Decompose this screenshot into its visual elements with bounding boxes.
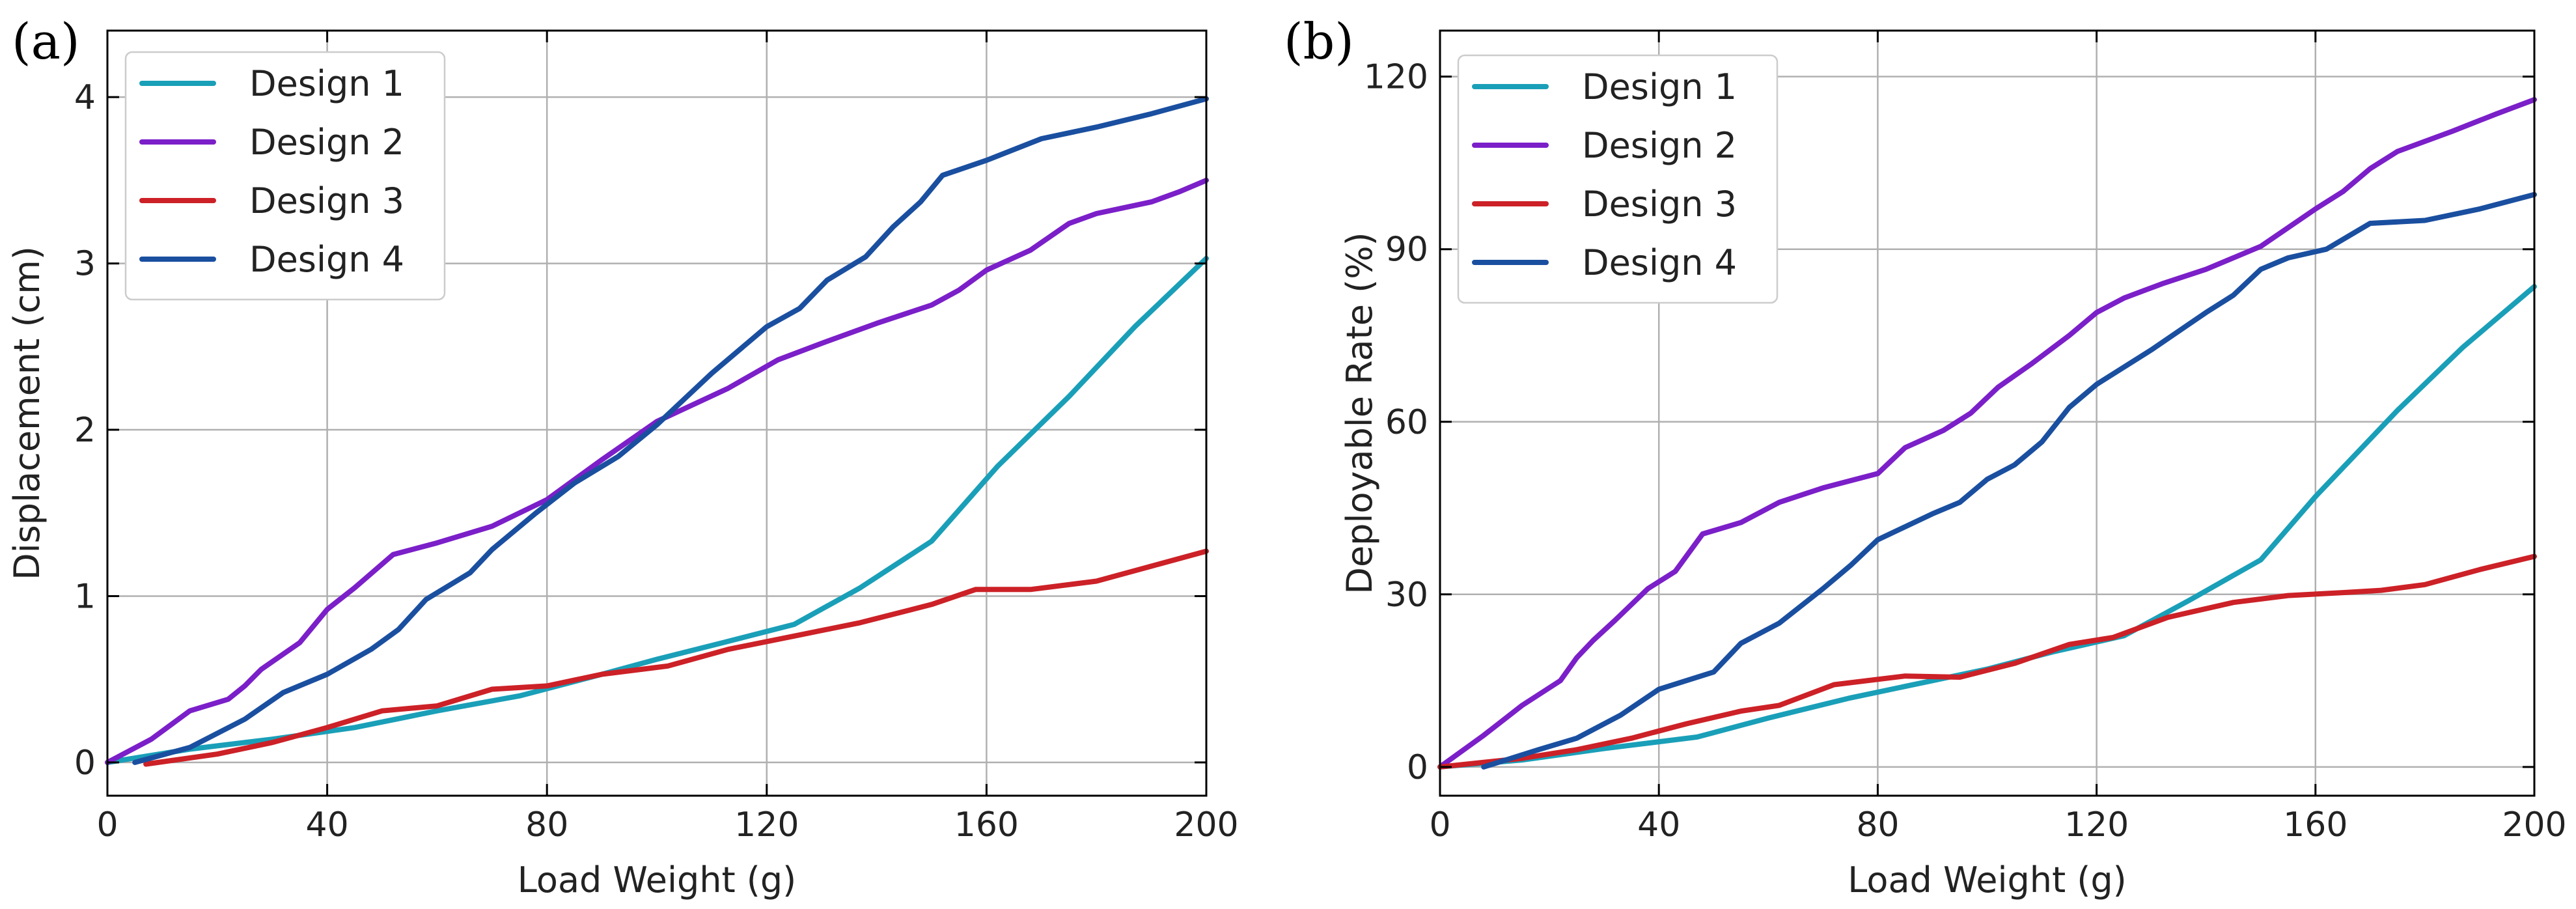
legend-label-design-1: Design 1 <box>1582 66 1737 107</box>
series-line-design-2 <box>1437 97 2537 770</box>
x-axis-label: Load Weight (g) <box>1848 860 2126 901</box>
y-tick-label: 90 <box>1385 231 1428 270</box>
axes-frame <box>1439 29 2536 797</box>
y-axis: 0 30 60 90 120 <box>1364 58 2534 787</box>
series-line-design-1 <box>105 255 1209 765</box>
x-tick-label: 120 <box>734 805 799 845</box>
y-tick-label: 0 <box>74 744 96 783</box>
x-tick-label: 80 <box>525 805 568 845</box>
legend-label-design-3: Design 3 <box>249 180 404 221</box>
series-line-design-1 <box>1437 284 2537 770</box>
grid <box>107 31 1206 796</box>
legend-label-design-1: Design 1 <box>249 63 404 104</box>
axes-frame <box>106 29 1208 797</box>
legend: Design 1 Design 2 Design 3 Design 4 <box>124 51 446 301</box>
x-axis: 0 40 80 120 160 200 <box>96 31 1239 845</box>
y-axis-label: Deployable Rate (%) <box>1339 232 1380 594</box>
x-tick-label: 80 <box>1856 805 1899 845</box>
y-tick-label: 60 <box>1385 403 1428 442</box>
legend-label-design-4: Design 4 <box>1582 242 1737 283</box>
y-axis-label: Displacement (cm) <box>7 246 48 580</box>
legend-label-design-3: Design 3 <box>1582 184 1737 225</box>
x-tick-label: 200 <box>1174 805 1238 845</box>
x-tick-label: 160 <box>2283 805 2347 845</box>
y-tick-label: 1 <box>74 577 96 616</box>
legend-label-design-2: Design 2 <box>1582 125 1737 166</box>
legend-label-design-2: Design 2 <box>249 122 404 163</box>
panel-label-b: (b) <box>1284 12 1354 70</box>
series-line-design-3 <box>143 548 1209 767</box>
chart-panel-b: (b) 0 40 80 120 160 200 0 30 60 90 120 Load Weight … <box>1284 12 2567 901</box>
x-tick-label: 40 <box>1637 805 1680 845</box>
legend-label-design-4: Design 4 <box>249 239 404 280</box>
x-tick-label: 0 <box>96 805 118 845</box>
series-group <box>105 96 1209 767</box>
series-line-design-4 <box>132 96 1209 765</box>
y-tick-label: 4 <box>74 78 96 117</box>
x-tick-label: 120 <box>2064 805 2129 845</box>
y-tick-label: 120 <box>1364 58 1428 97</box>
series-group <box>1437 97 2537 770</box>
x-tick-label: 0 <box>1429 805 1450 845</box>
y-axis: 0 1 2 3 4 <box>74 78 1206 783</box>
y-tick-label: 2 <box>74 411 96 450</box>
series-line-design-3 <box>1437 553 2537 770</box>
legend: Design 1 Design 2 Design 3 Design 4 <box>1457 54 1779 304</box>
series-line-design-2 <box>105 177 1209 765</box>
chart-panel-a: (a) 0 40 80 120 160 200 0 1 2 3 4 Load Weight (g) Di… <box>7 12 1239 901</box>
x-axis-label: Load Weight (g) <box>518 860 796 901</box>
panel-label-a: (a) <box>12 12 80 70</box>
x-axis: 0 40 80 120 160 200 <box>1429 31 2567 845</box>
x-tick-label: 40 <box>306 805 349 845</box>
legend-box <box>124 51 446 301</box>
legend-box <box>1457 54 1779 304</box>
series-line-design-4 <box>1481 191 2537 770</box>
y-tick-label: 0 <box>1407 748 1428 787</box>
y-tick-label: 3 <box>74 245 96 284</box>
x-tick-label: 200 <box>2502 805 2566 845</box>
x-tick-label: 160 <box>954 805 1019 845</box>
y-tick-label: 30 <box>1385 576 1428 615</box>
